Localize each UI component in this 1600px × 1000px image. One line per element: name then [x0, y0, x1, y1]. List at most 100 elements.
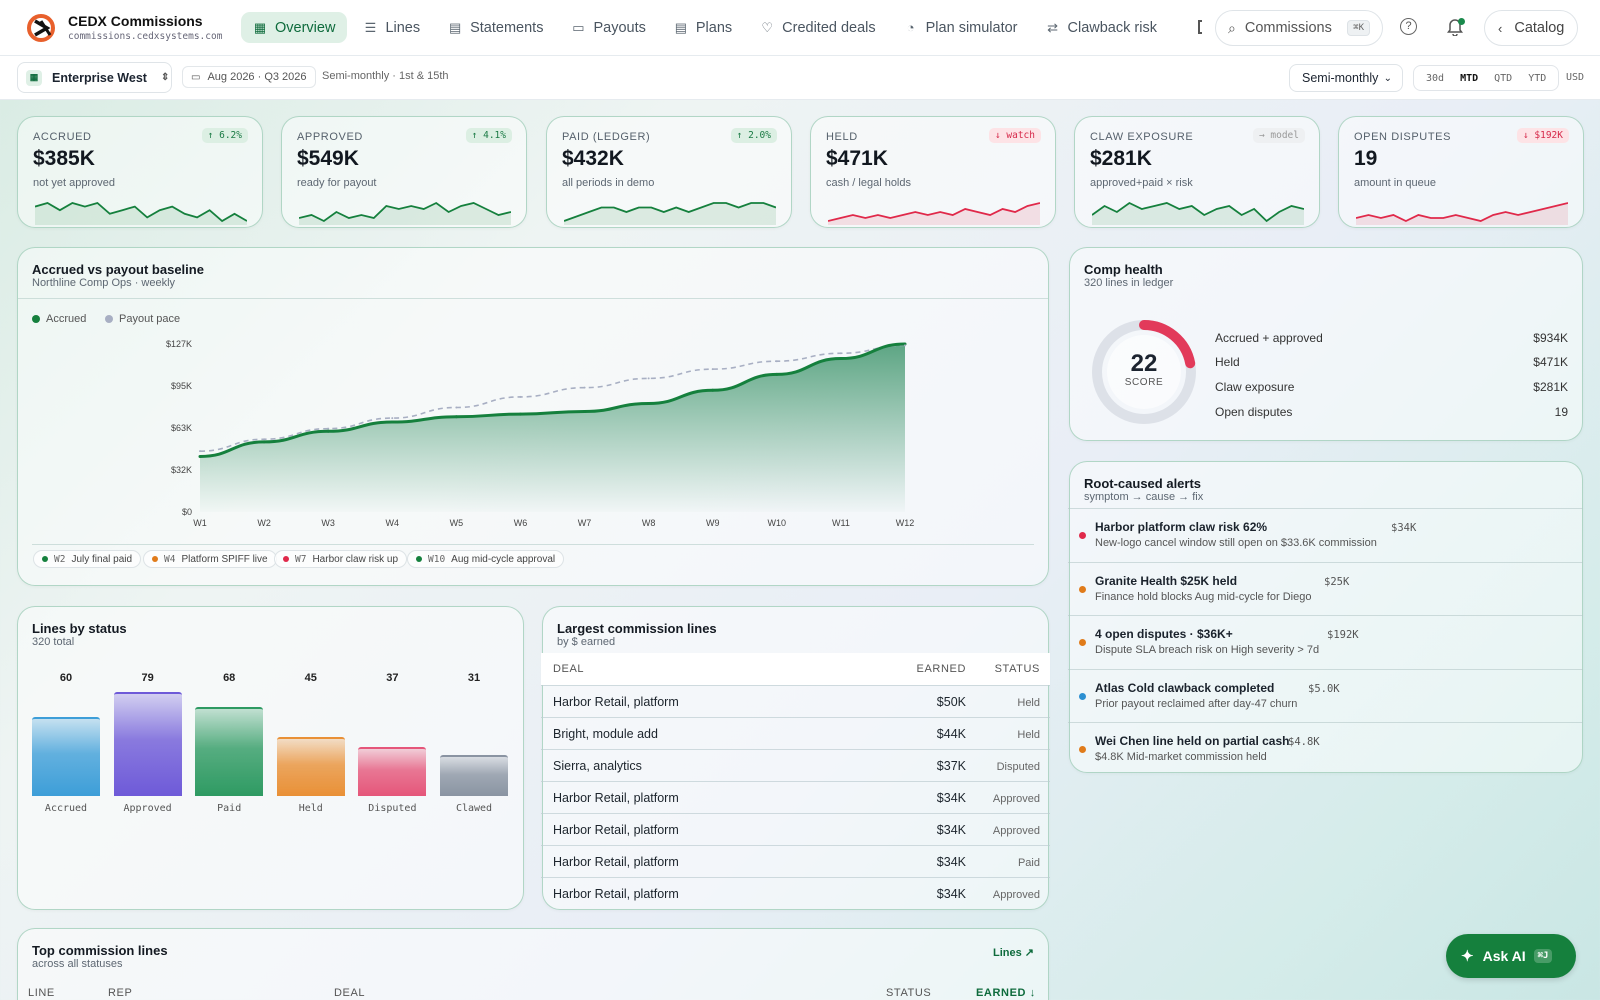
status-bar-approved[interactable]: [113, 692, 182, 796]
kpi-sparkline: [35, 201, 247, 225]
kpi-trend-badge: ↓ watch: [988, 128, 1041, 143]
kpi-subtext: not yet approved: [33, 177, 115, 189]
accrued-point[interactable]: [583, 409, 587, 413]
payout-pace-point[interactable]: [391, 417, 394, 420]
table-row[interactable]: Sierra, analytics $37K Disputed: [541, 749, 1050, 781]
brand[interactable]: CEDX Commissions commissions.cedxsystems…: [26, 13, 241, 43]
payout-pace-point[interactable]: [647, 377, 650, 380]
nav-plans[interactable]: ▤ Plans: [662, 12, 744, 43]
nav-lines[interactable]: ☰ Lines: [351, 12, 432, 43]
alert-item[interactable]: Wei Chen line held on partial cash $4.8K …: [1068, 722, 1583, 775]
kpi-card-paid-ledger[interactable]: PAID (LEDGER) $432K all periods in demo ↑ 2…: [546, 116, 792, 228]
payout-pace-point[interactable]: [519, 395, 522, 398]
cadence-label: Semi-monthly: [1302, 71, 1379, 85]
annotation-chip[interactable]: W4 Platform SPIFF live: [143, 550, 277, 568]
kpi-subtext: approved+paid × risk: [1090, 177, 1193, 189]
payout-pace-point[interactable]: [839, 352, 842, 355]
sparkline-line: [1356, 202, 1568, 222]
legend-payout-pace[interactable]: Payout pace: [105, 313, 180, 325]
payout-pace-point[interactable]: [263, 438, 266, 441]
accrued-point[interactable]: [454, 415, 458, 419]
kpi-subtext: cash / legal holds: [826, 177, 911, 189]
org-selector[interactable]: ▦ Enterprise West ⇕: [17, 62, 172, 93]
status-bar-clawed[interactable]: [440, 755, 508, 796]
alert-item[interactable]: Harbor platform claw risk 62% New-logo ca…: [1068, 508, 1583, 561]
alert-item[interactable]: Atlas Cold clawback completed Prior payou…: [1068, 668, 1583, 722]
accrued-point[interactable]: [647, 402, 651, 406]
table-row[interactable]: Harbor Retail, platform $50K Held: [541, 685, 1050, 717]
range-ytd[interactable]: YTD: [1528, 72, 1547, 84]
accrued-point[interactable]: [775, 372, 779, 376]
range-30d[interactable]: 30d: [1426, 72, 1445, 84]
payout-pace-point[interactable]: [327, 427, 330, 430]
catalog-button[interactable]: ‹ Catalog: [1484, 10, 1578, 46]
range-qtd[interactable]: QTD: [1494, 72, 1513, 84]
payout-pace-point[interactable]: [583, 386, 586, 389]
annotation-chip[interactable]: W7 Harbor claw risk up: [274, 550, 408, 568]
col-deal-top[interactable]: DEAL: [334, 987, 366, 999]
status-bar-paid[interactable]: [195, 706, 264, 796]
x-tick-label: W11: [832, 518, 850, 528]
lines-link[interactable]: Lines ↗: [992, 947, 1034, 959]
accrued-point[interactable]: [390, 420, 394, 424]
period-picker[interactable]: ▭ Aug 2026 · Q3 2026: [182, 66, 316, 88]
status-bar-held[interactable]: [276, 736, 345, 796]
accrued-point[interactable]: [711, 388, 715, 392]
range-mtd[interactable]: MTD: [1460, 72, 1479, 84]
nav-payouts[interactable]: ▭ Payouts: [559, 12, 657, 43]
alert-item[interactable]: 4 open disputes · $36K+ Dispute SLA breac…: [1068, 615, 1583, 668]
kpi-card-accrued[interactable]: ACCRUED $385K not yet approved ↑ 6.2%: [17, 116, 263, 228]
help-icon[interactable]: ?: [1400, 18, 1417, 35]
nav-clawback-risk[interactable]: ⇄ Clawback risk: [1034, 12, 1169, 43]
x-tick-label: W8: [642, 518, 656, 528]
alert-title: 4 open disputes · $36K+: [1095, 627, 1233, 641]
payout-pace-point[interactable]: [199, 450, 201, 453]
col-earned[interactable]: EARNED: [916, 663, 966, 675]
nav-label: Credited deals: [782, 19, 876, 36]
payout-pace-point[interactable]: [775, 360, 778, 363]
kpi-card-claw-exposure[interactable]: CLAW EXPOSURE $281K approved+paid × risk → …: [1074, 116, 1320, 228]
annotation-chip[interactable]: W2 July final paid: [33, 550, 142, 568]
kpi-sparkline: [564, 202, 776, 225]
accrued-point[interactable]: [839, 357, 843, 361]
annotation-chip[interactable]: W10 Aug mid-cycle approval: [407, 550, 565, 568]
col-status[interactable]: STATUS: [994, 663, 1040, 675]
nav-plan-simulator[interactable]: ◔ Plan simulator: [892, 12, 1030, 43]
legend-accrued[interactable]: Accrued: [32, 313, 86, 325]
kpi-value: $549K: [297, 147, 359, 170]
col-rep[interactable]: REP: [108, 987, 133, 999]
accrued-point[interactable]: [262, 440, 266, 444]
nav-overview[interactable]: ▦ Overview: [241, 12, 348, 43]
col-earned-top[interactable]: EARNED ↓: [976, 987, 1036, 999]
kpi-card-approved[interactable]: APPROVED $549K ready for payout ↑ 4.1%: [281, 116, 527, 228]
legend-accrued-label: Accrued: [46, 313, 87, 325]
nav-credited-deals[interactable]: ♡ Credited deals: [748, 12, 888, 43]
nav-statements[interactable]: ▤ Statements: [436, 12, 555, 43]
cadence-select[interactable]: Semi-monthly ⌄: [1289, 64, 1403, 92]
col-deal[interactable]: DEAL: [553, 663, 585, 675]
kpi-card-held[interactable]: HELD $471K cash / legal holds ↓ watch: [810, 116, 1056, 228]
table-row[interactable]: Bright, module add $44K Held: [541, 717, 1050, 749]
table-row[interactable]: Harbor Retail, platform $34K Approved: [541, 877, 1050, 909]
col-line[interactable]: LINE: [28, 987, 55, 999]
nav-overflow-icon[interactable]: [1198, 20, 1202, 34]
kpi-card-open-disputes[interactable]: OPEN DISPUTES 19 amount in queue ↓ $192K: [1338, 116, 1584, 228]
col-status-top[interactable]: STATUS: [886, 987, 932, 999]
accrued-point[interactable]: [326, 429, 330, 433]
status-bar-disputed[interactable]: [358, 747, 427, 796]
payout-pace-point[interactable]: [711, 368, 714, 371]
payout-pace-point[interactable]: [904, 344, 906, 347]
search-input[interactable]: ⌕ Commissions ⌘K: [1215, 10, 1383, 46]
alert-amount: $5.0K: [1308, 682, 1340, 695]
accrued-point[interactable]: [518, 412, 522, 416]
table-row[interactable]: Harbor Retail, platform $34K Approved: [541, 781, 1050, 813]
status-bar-accrued[interactable]: [32, 717, 100, 796]
row-status: Held: [1017, 697, 1040, 709]
table-row[interactable]: Harbor Retail, platform $34K Approved: [541, 813, 1050, 845]
bell-icon[interactable]: [1445, 18, 1465, 38]
table-row[interactable]: Harbor Retail, platform $34K Paid: [541, 845, 1050, 877]
accrued-point[interactable]: [198, 454, 202, 458]
payout-pace-point[interactable]: [455, 406, 458, 409]
ask-ai-button[interactable]: ✦ Ask AI ⌘J: [1446, 934, 1576, 978]
alert-item[interactable]: Granite Health $25K held Finance hold blo…: [1068, 561, 1583, 615]
